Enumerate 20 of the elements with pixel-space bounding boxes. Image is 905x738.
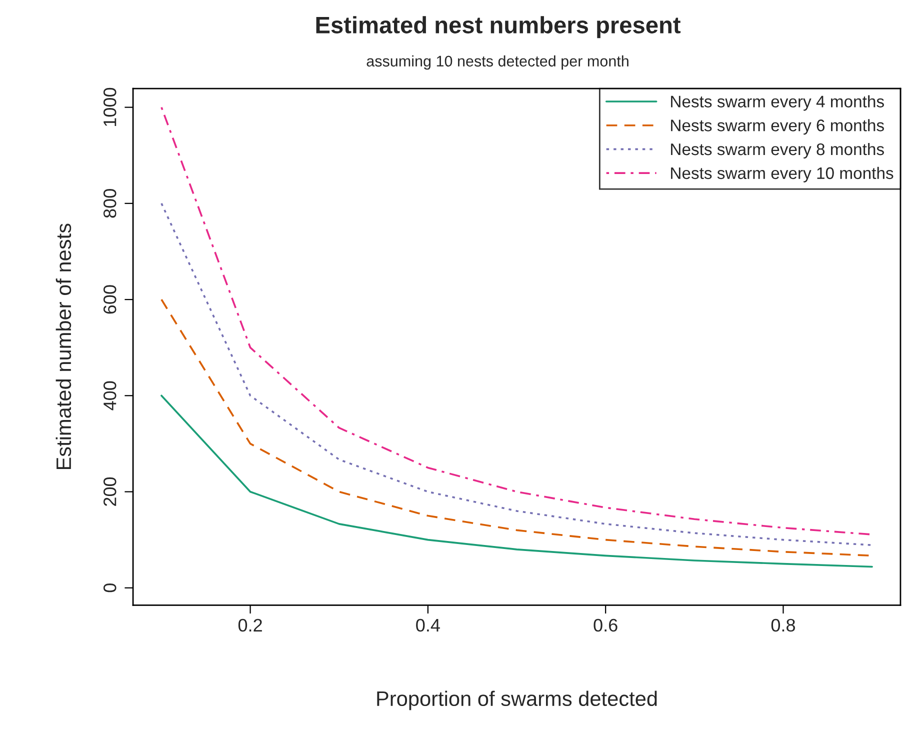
legend-label: Nests swarm every 10 months (671, 166, 894, 182)
y-tick-label: 400 (103, 381, 116, 410)
line-series (160, 394, 873, 568)
y-tick-label: 1000 (103, 88, 116, 126)
x-tick-label: 0.8 (771, 618, 795, 632)
legend-label: Nests swarm every 8 months (671, 142, 884, 159)
x-tick-label: 0.6 (594, 618, 618, 632)
chart-title: Estimated nest numbers present (316, 16, 681, 38)
chart-subtitle: assuming 10 nests detected per month (366, 55, 628, 70)
x-tick-label: 0.4 (416, 618, 440, 632)
y-axis-title: Estimated number of nests (56, 224, 72, 470)
legend-label: Nests swarm every 6 months (671, 119, 884, 135)
x-tick-label: 0.2 (238, 618, 262, 632)
y-tick-label: 0 (103, 584, 116, 592)
y-tick-label: 800 (103, 189, 116, 218)
line-series (160, 202, 873, 546)
x-axis-title: Proportion of swarms detected (377, 690, 657, 710)
y-tick-label: 200 (103, 477, 116, 506)
y-tick-label: 600 (103, 285, 116, 314)
legend-label: Nests swarm every 4 months (671, 95, 884, 111)
